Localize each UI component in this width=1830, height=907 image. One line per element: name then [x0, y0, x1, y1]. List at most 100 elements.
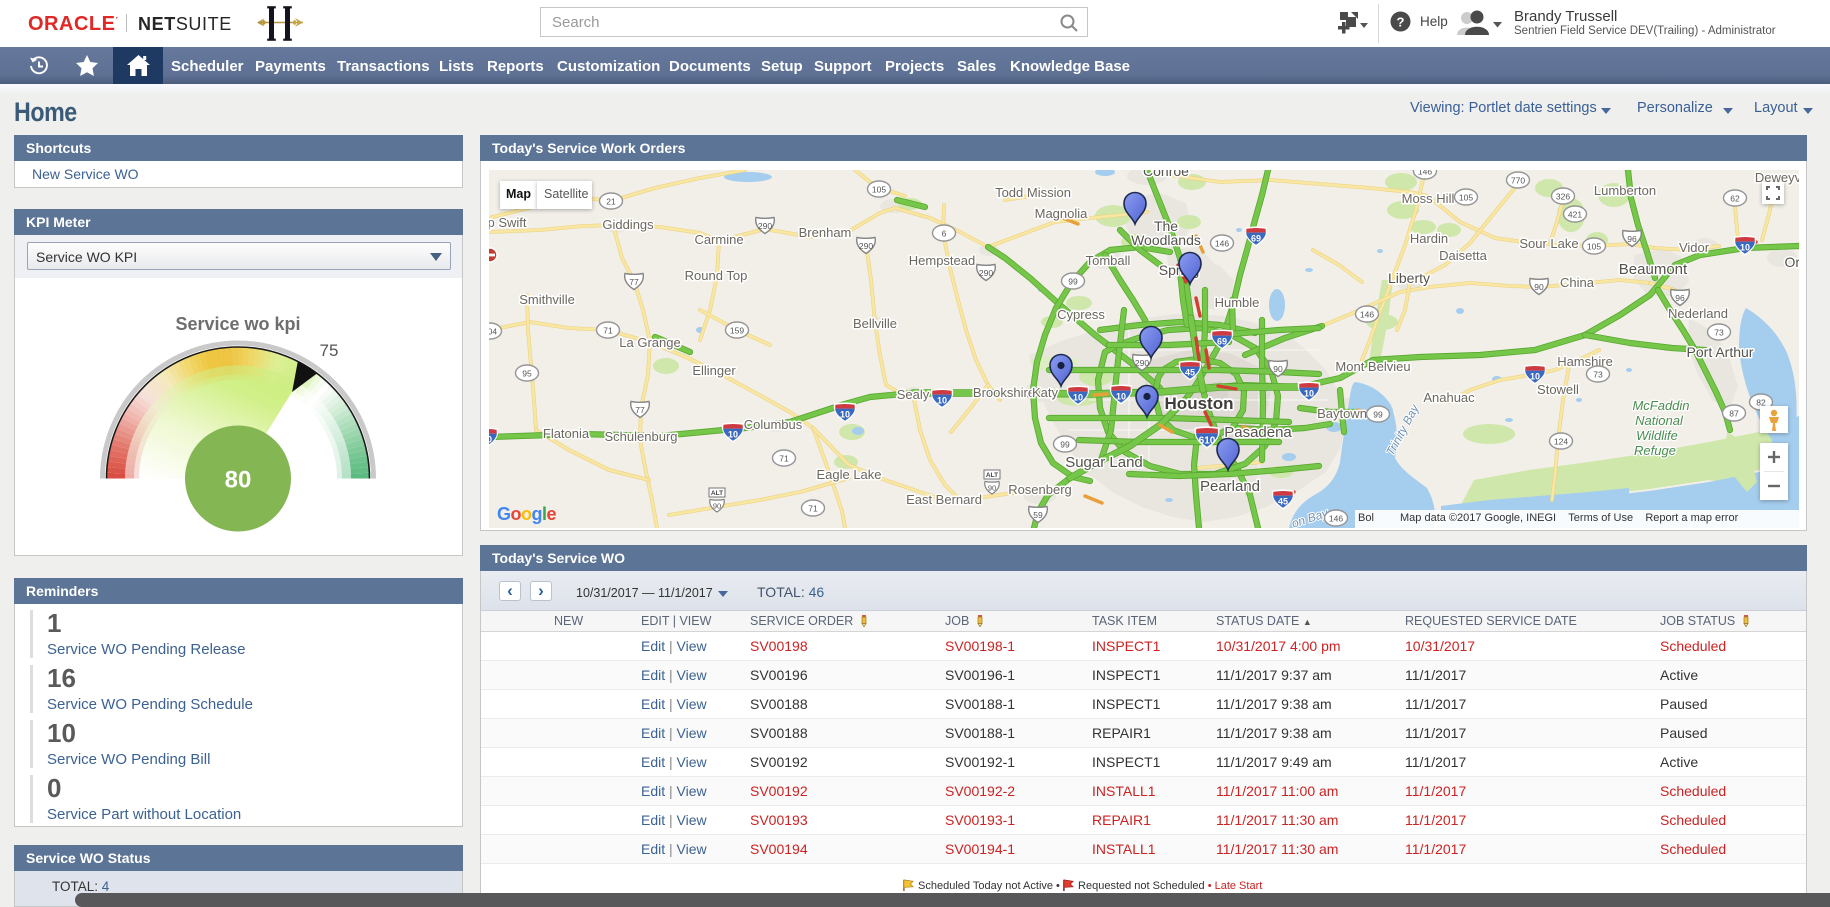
svg-text:China: China	[1560, 275, 1595, 290]
svg-text:Wildlife: Wildlife	[1636, 428, 1678, 443]
svg-text:159: 159	[730, 326, 744, 336]
svg-text:Liberty: Liberty	[1388, 270, 1430, 286]
svg-text:Conroe: Conroe	[1143, 170, 1189, 179]
svg-text:124: 124	[1554, 437, 1568, 447]
svg-text:290: 290	[859, 241, 873, 251]
svg-text:421: 421	[1568, 210, 1582, 220]
svg-text:Schulenburg: Schulenburg	[605, 429, 678, 444]
svg-text:La Grange: La Grange	[619, 335, 680, 350]
svg-text:Humble: Humble	[1215, 295, 1260, 310]
svg-text:Flatonia: Flatonia	[543, 426, 590, 441]
svg-text:Rosenberg: Rosenberg	[1008, 482, 1072, 497]
svg-text:Cypress: Cypress	[1057, 307, 1105, 322]
svg-text:96: 96	[1627, 234, 1637, 244]
svg-text:Hempstead: Hempstead	[909, 253, 975, 268]
svg-text:Pasadena: Pasadena	[1224, 424, 1292, 441]
svg-text:The: The	[1154, 218, 1178, 234]
svg-text:82: 82	[1756, 398, 1766, 408]
svg-text:90: 90	[1273, 364, 1283, 374]
svg-text:62: 62	[1730, 194, 1740, 204]
svg-text:Baytown: Baytown	[1317, 406, 1367, 421]
svg-text:73: 73	[1714, 328, 1724, 338]
svg-text:Bellville: Bellville	[853, 316, 897, 331]
svg-text:ALT: ALT	[711, 490, 723, 497]
svg-text:99: 99	[1060, 440, 1070, 450]
svg-text:Brenham: Brenham	[799, 225, 852, 240]
svg-text:10: 10	[1116, 392, 1126, 402]
svg-text:77: 77	[629, 277, 639, 287]
svg-text:Katy: Katy	[1032, 385, 1059, 400]
svg-text:90: 90	[988, 484, 996, 493]
svg-text:Smithville: Smithville	[519, 292, 575, 307]
svg-text:326: 326	[1556, 192, 1570, 202]
svg-text:Sour Lake: Sour Lake	[1519, 236, 1578, 251]
svg-text:Hardin: Hardin	[1410, 231, 1448, 246]
svg-text:Daisetta: Daisetta	[1439, 248, 1487, 263]
svg-text:Giddings: Giddings	[602, 217, 654, 232]
svg-text:90: 90	[713, 502, 721, 511]
svg-text:Mont Belvieu: Mont Belvieu	[1335, 359, 1410, 374]
svg-text:10: 10	[840, 410, 850, 420]
svg-text:East Bernard: East Bernard	[906, 492, 982, 507]
svg-text:Service wo kpi: Service wo kpi	[175, 314, 300, 334]
svg-text:71: 71	[808, 504, 818, 514]
svg-text:10: 10	[1304, 389, 1314, 399]
svg-text:Oran: Oran	[1784, 254, 1799, 270]
svg-text:Pearland: Pearland	[1200, 478, 1260, 495]
svg-text:Refuge: Refuge	[1634, 443, 1676, 458]
svg-text:290: 290	[1135, 358, 1149, 368]
svg-text:99: 99	[1068, 277, 1078, 287]
svg-text:69: 69	[1217, 337, 1227, 347]
svg-text:290: 290	[979, 268, 993, 278]
svg-text:290: 290	[758, 221, 772, 231]
svg-text:Sugar Land: Sugar Land	[1065, 454, 1143, 471]
svg-text:10: 10	[937, 396, 947, 406]
svg-text:Carmine: Carmine	[694, 232, 743, 247]
svg-text:Stowell: Stowell	[1537, 382, 1579, 397]
svg-text:Eagle Lake: Eagle Lake	[816, 467, 881, 482]
svg-text:Ellinger: Ellinger	[692, 363, 736, 378]
svg-text:73: 73	[1593, 370, 1603, 380]
svg-text:71: 71	[603, 326, 613, 336]
svg-text:Round Top: Round Top	[685, 268, 748, 283]
svg-text:45: 45	[1185, 368, 1195, 378]
svg-text:105: 105	[1587, 242, 1601, 252]
svg-text:10: 10	[1073, 393, 1083, 403]
svg-text:95: 95	[522, 369, 532, 379]
svg-text:Nederland: Nederland	[1668, 306, 1728, 321]
svg-text:10: 10	[1740, 243, 1750, 253]
svg-text:Tomball: Tomball	[1086, 253, 1131, 268]
svg-text:146: 146	[1329, 514, 1343, 524]
svg-text:146: 146	[1360, 310, 1374, 320]
svg-text:770: 770	[1511, 176, 1525, 186]
svg-text:45: 45	[1278, 497, 1288, 507]
svg-text:6: 6	[942, 229, 947, 239]
svg-text:Houston: Houston	[1165, 394, 1234, 413]
svg-text:96: 96	[1675, 293, 1685, 303]
svg-text:10: 10	[489, 435, 492, 445]
svg-text:McFaddin: McFaddin	[1632, 398, 1689, 413]
svg-text:Anahuac: Anahuac	[1423, 390, 1475, 405]
svg-text:87: 87	[1729, 409, 1739, 419]
svg-text:ALT: ALT	[986, 472, 998, 479]
svg-text:99: 99	[1373, 410, 1383, 420]
svg-text:Todd Mission: Todd Mission	[995, 185, 1071, 200]
svg-text:Woodlands: Woodlands	[1131, 232, 1201, 248]
svg-text:10: 10	[1530, 372, 1540, 382]
svg-text:?: ?	[1397, 15, 1405, 30]
svg-text:610: 610	[1199, 435, 1216, 446]
svg-text:10: 10	[728, 430, 738, 440]
svg-text:Beaumont: Beaumont	[1619, 261, 1688, 278]
svg-text:Brookshire: Brookshire	[973, 385, 1035, 400]
svg-text:146: 146	[1418, 170, 1432, 177]
svg-text:Port Arthur: Port Arthur	[1687, 344, 1754, 360]
svg-text:146: 146	[1215, 239, 1229, 249]
svg-text:Sealy: Sealy	[897, 387, 930, 402]
svg-text:Magnolia: Magnolia	[1035, 206, 1089, 221]
svg-text:Lumberton: Lumberton	[1594, 183, 1656, 198]
svg-text:Moss Hill: Moss Hill	[1402, 191, 1455, 206]
svg-text:71: 71	[779, 454, 789, 464]
svg-text:77: 77	[635, 405, 645, 415]
svg-text:105: 105	[872, 185, 886, 195]
svg-text:304: 304	[489, 327, 497, 337]
